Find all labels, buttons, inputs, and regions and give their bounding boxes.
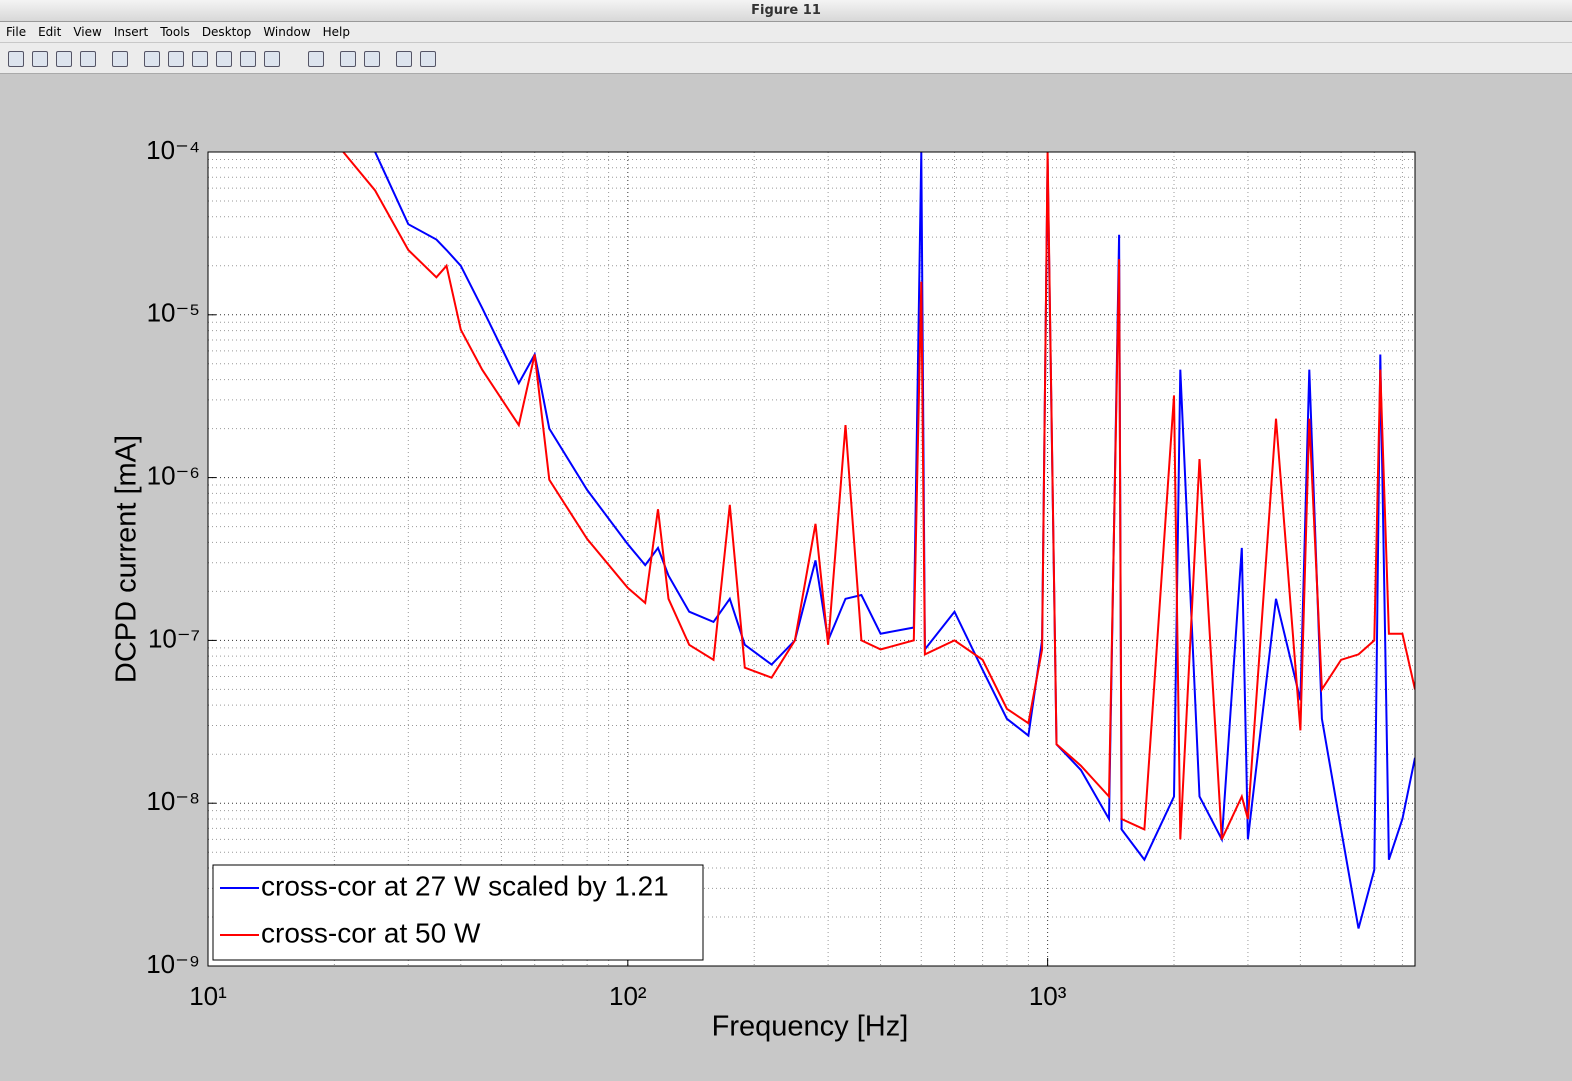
menu-item[interactable]: Desktop (201, 25, 252, 39)
series-line (342, 152, 1415, 840)
link-button[interactable] (308, 51, 324, 67)
y-tick-label: 10⁻⁴ (146, 135, 200, 165)
y-tick-label: 10⁻⁵ (147, 298, 200, 328)
legend-label: cross-cor at 50 W (261, 917, 481, 948)
menu-item[interactable]: Edit (38, 25, 62, 39)
menu-item[interactable]: Window (263, 25, 311, 39)
toolbar (0, 43, 1572, 74)
pan-button[interactable] (192, 51, 208, 67)
save-button[interactable] (56, 51, 72, 67)
select-button[interactable] (112, 51, 128, 67)
legend-label: cross-cor at 27 W scaled by 1.21 (261, 870, 669, 901)
datacursor-button[interactable] (240, 51, 256, 67)
x-axis-label: Frequency [Hz] (712, 1011, 909, 1043)
hide-tools-button[interactable] (396, 51, 412, 67)
y-tick-label: 10⁻⁷ (148, 623, 200, 653)
legend-box (212, 864, 704, 961)
open-button[interactable] (32, 51, 48, 67)
axes-box (207, 151, 1416, 967)
window-title: Figure 11 (0, 0, 1572, 22)
y-axis-label: DCPD current [mA] (111, 435, 143, 683)
zoom-in-button[interactable] (144, 51, 160, 67)
menu-item[interactable]: Help (322, 25, 350, 39)
print-button[interactable] (80, 51, 96, 67)
legend-button[interactable] (364, 51, 380, 67)
series-line (373, 152, 1415, 929)
y-tick-label: 10⁻⁹ (146, 949, 200, 979)
menu-item[interactable]: File (6, 25, 27, 39)
menu-item[interactable]: Insert (113, 25, 149, 39)
x-tick-label: 10¹ (189, 981, 227, 1011)
menu-item[interactable]: View (73, 25, 102, 39)
menu-bar: File Edit View Insert Tools Desktop Window Help (0, 22, 1572, 42)
y-tick-label: 10⁻⁸ (146, 786, 200, 816)
brush-button[interactable] (264, 51, 280, 67)
new-button[interactable] (8, 51, 24, 67)
colorbar-button[interactable] (340, 51, 356, 67)
x-tick-label: 10³ (1029, 981, 1067, 1011)
show-tools-button[interactable] (420, 51, 436, 67)
menu-item[interactable]: Tools (160, 25, 190, 39)
y-tick-label: 10⁻⁶ (147, 460, 200, 490)
rotate-button[interactable] (216, 51, 232, 67)
plot-area (208, 152, 1415, 966)
chart: Frequency [Hz] DCPD current [mA] 10¹ 10² 1… (111, 135, 1416, 1043)
x-tick-label: 10² (609, 981, 647, 1011)
zoom-out-button[interactable] (168, 51, 184, 67)
